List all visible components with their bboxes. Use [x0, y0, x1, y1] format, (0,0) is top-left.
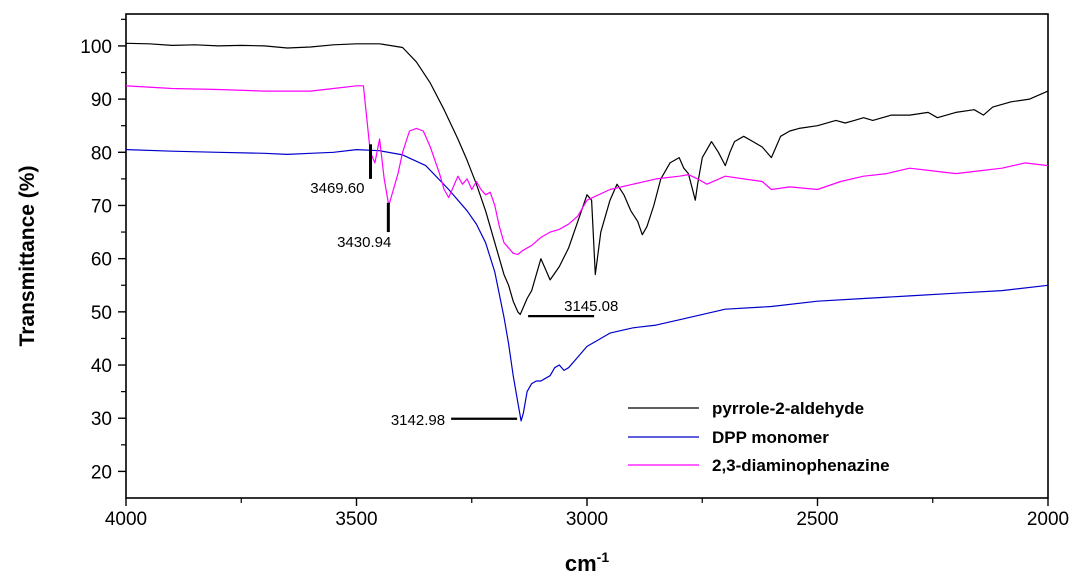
peak-label-3430-94: 3430.94 — [337, 234, 391, 251]
y-tick-label: 100 — [80, 37, 112, 58]
y-tick-label: 20 — [91, 462, 112, 483]
series-line-dpp-monomer — [125, 149, 1049, 422]
y-tick-label: 50 — [91, 303, 112, 324]
series-lines — [125, 42, 1049, 422]
y-tick-label: 80 — [91, 143, 112, 164]
x-tick-label: 2000 — [1027, 509, 1069, 530]
peak-label-3469-60: 3469.60 — [310, 180, 364, 197]
plot-frame — [125, 13, 1049, 499]
peak-label-3142-98: 3142.98 — [391, 412, 445, 429]
legend-label-pyrrole-2-aldehyde: pyrrole-2-aldehyde — [712, 399, 864, 418]
x-axis-title: cm-1 — [565, 549, 609, 576]
x-tick-label: 4000 — [105, 509, 147, 530]
axis-ticks: 4000 3500 3000 2500 2000 20 30 40 50 60 70 80 90 100 — [80, 18, 1069, 530]
x-tick-label: 3500 — [335, 509, 377, 530]
y-tick-label: 30 — [91, 409, 112, 430]
x-tick-label: 3000 — [566, 509, 608, 530]
y-tick-label: 40 — [91, 356, 112, 377]
y-tick-label: 70 — [91, 196, 112, 217]
legend: pyrrole-2-aldehyde DPP monomer 2,3-diami… — [628, 399, 890, 475]
legend-label-2-3-diaminophenazine: 2,3-diaminophenazine — [712, 456, 890, 475]
peak-annotations: 3469.60 3430.94 3145.08 3142.98 — [310, 144, 618, 429]
x-axis-title-base: cm — [565, 551, 597, 576]
y-tick-label: 90 — [91, 90, 112, 111]
x-tick-label: 2500 — [796, 509, 838, 530]
x-axis-title-sup: -1 — [597, 549, 610, 565]
y-tick-label: 60 — [91, 250, 112, 271]
y-axis-title: Transmittance (%) — [16, 166, 39, 347]
peak-label-3145-08: 3145.08 — [564, 298, 618, 315]
legend-label-dpp-monomer: DPP monomer — [712, 428, 829, 447]
series-line-2-3-diaminophenazine — [125, 85, 1049, 255]
series-line-pyrrole-2-aldehyde — [125, 42, 1049, 316]
